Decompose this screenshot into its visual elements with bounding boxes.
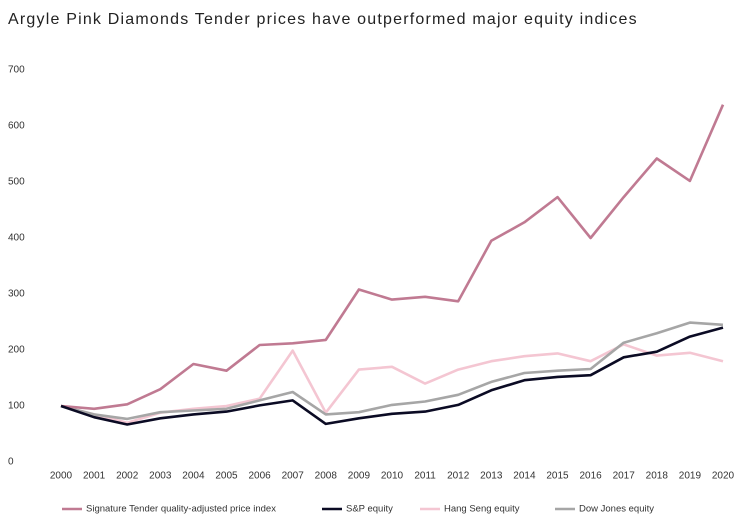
y-tick-label: 500 <box>8 177 25 188</box>
x-tick-label: 2019 <box>679 471 702 482</box>
y-tick-label: 200 <box>8 345 25 356</box>
x-tick-label: 2011 <box>414 471 436 482</box>
series-line <box>60 104 725 411</box>
y-tick-label: 0 <box>8 457 14 468</box>
y-tick-label: 100 <box>8 401 25 412</box>
chart-title: Argyle Pink Diamonds Tender prices have … <box>8 11 638 28</box>
legend-label: Hang Seng equity <box>444 504 520 515</box>
x-tick-label: 2003 <box>149 471 172 482</box>
x-tick-label: 2000 <box>50 471 73 482</box>
y-tick-label: 400 <box>8 233 25 244</box>
x-tick-label: 2007 <box>282 471 305 482</box>
x-tick-label: 2013 <box>480 471 503 482</box>
x-tick-label: 2002 <box>116 471 139 482</box>
y-tick-label: 700 <box>8 65 25 76</box>
x-tick-label: 2020 <box>712 471 735 482</box>
x-tick-label: 2014 <box>513 471 536 482</box>
y-tick-label: 600 <box>8 121 25 132</box>
x-tick-label: 2018 <box>646 471 669 482</box>
y-tick-label: 300 <box>8 289 25 300</box>
legend-label: Dow Jones equity <box>579 504 654 515</box>
x-tick-label: 2004 <box>182 471 205 482</box>
x-tick-label: 2005 <box>215 471 238 482</box>
x-tick-label: 2015 <box>546 471 569 482</box>
series-line <box>60 321 724 421</box>
x-tick-label: 2008 <box>315 471 338 482</box>
legend-label: S&P equity <box>346 504 393 515</box>
x-tick-label: 2010 <box>381 471 404 482</box>
series-line <box>60 326 724 426</box>
x-tick-label: 2016 <box>579 471 602 482</box>
x-tick-label: 2001 <box>83 471 106 482</box>
x-tick-label: 2009 <box>348 471 371 482</box>
x-tick-label: 2006 <box>248 471 271 482</box>
x-tick-label: 2017 <box>613 471 636 482</box>
legend-label: Signature Tender quality-adjusted price … <box>86 504 276 515</box>
x-tick-label: 2012 <box>447 471 470 482</box>
